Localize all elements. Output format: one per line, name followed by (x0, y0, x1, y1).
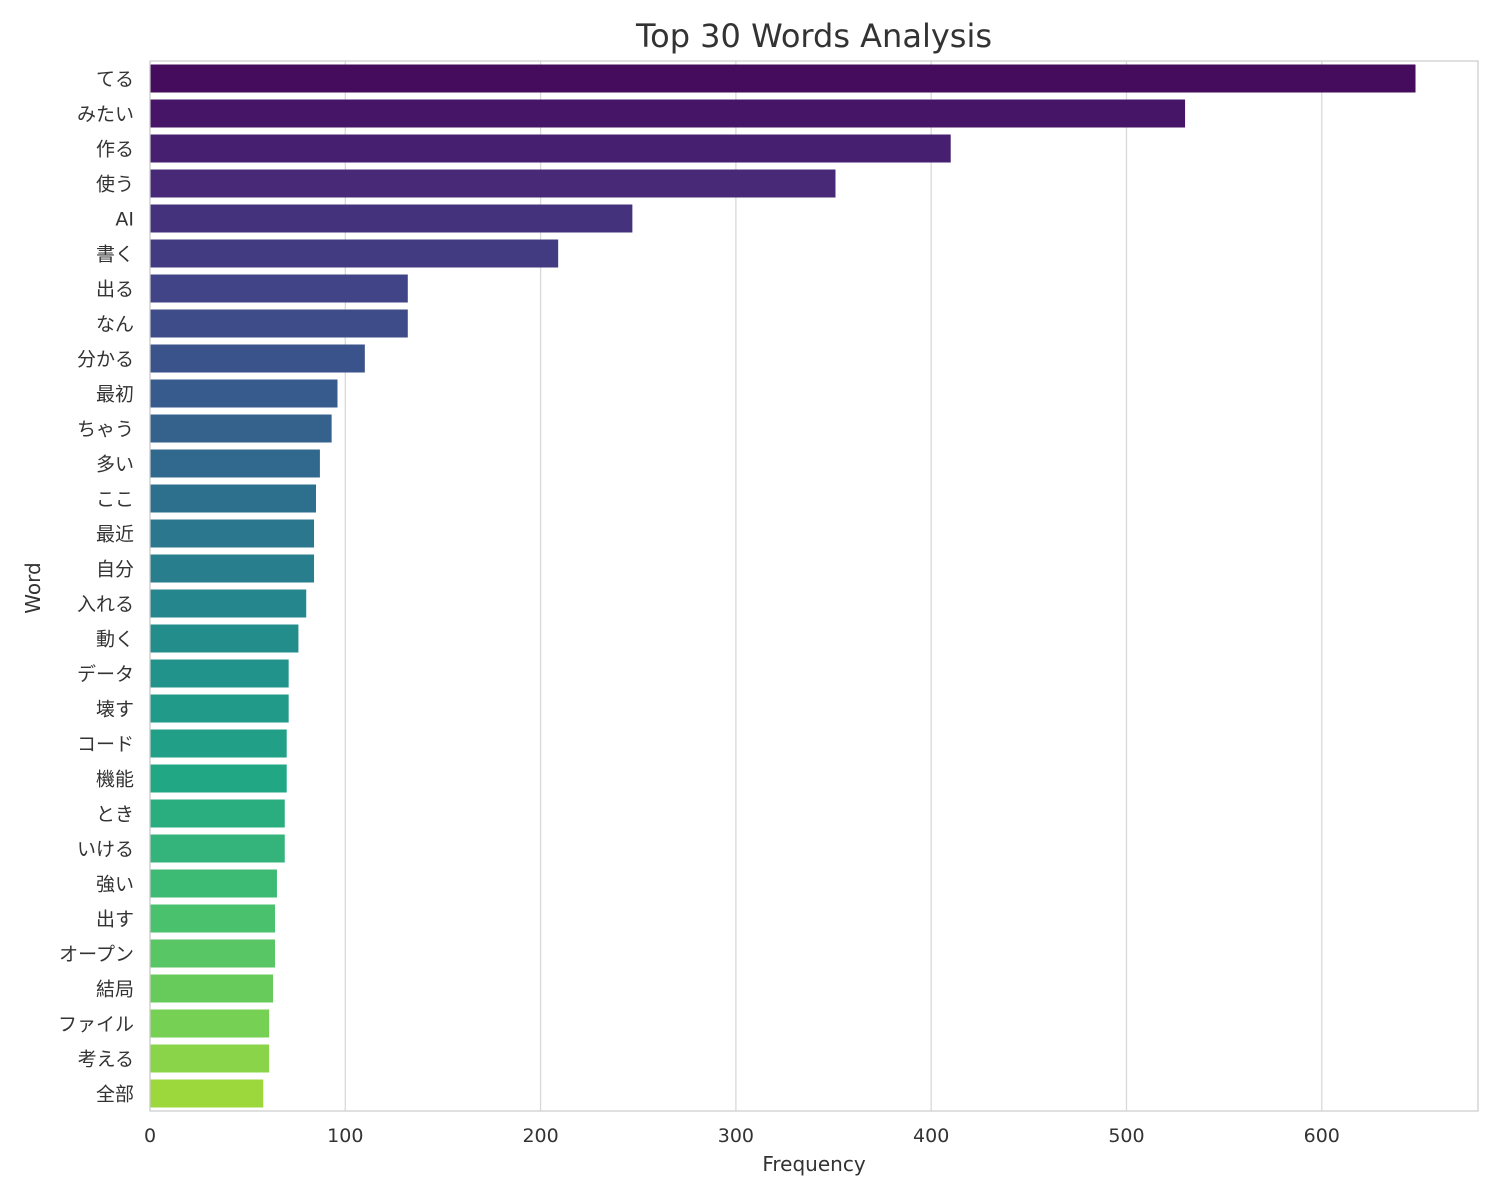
x-tick-label: 400 (913, 1125, 949, 1147)
y-tick-label: 最初 (96, 384, 134, 406)
bar (150, 1009, 270, 1038)
x-tick-label: 600 (1304, 1125, 1340, 1147)
y-tick-label: 入れる (77, 594, 134, 616)
bar (150, 379, 338, 408)
y-tick-label: ここ (96, 489, 134, 511)
x-tick-label: 100 (327, 1125, 363, 1147)
bar (150, 904, 275, 933)
bar (150, 1044, 270, 1073)
y-tick-label: てる (96, 69, 134, 91)
y-tick-label: 全部 (96, 1084, 134, 1106)
bar (150, 764, 287, 793)
bar (150, 589, 307, 618)
x-tick-label: 200 (522, 1125, 558, 1147)
x-tick-label: 500 (1108, 1125, 1144, 1147)
bar (150, 309, 408, 338)
y-tick-label: 考える (78, 1049, 134, 1071)
bar (150, 1079, 264, 1108)
y-tick-label: 機能 (96, 769, 134, 791)
y-tick-label: 分かる (77, 349, 134, 371)
bar (150, 694, 289, 723)
y-tick-label: 動く (96, 629, 134, 651)
bar (150, 414, 332, 443)
bar (150, 834, 285, 863)
y-tick-label: 出る (96, 279, 134, 301)
y-tick-label: 壊す (96, 699, 134, 721)
bar (150, 729, 287, 758)
y-tick-label: ちゃう (77, 419, 134, 441)
bar (150, 134, 951, 163)
y-tick-label: みたい (77, 104, 134, 126)
bar (150, 64, 1416, 93)
bar (150, 484, 316, 513)
y-tick-label: 自分 (96, 559, 134, 581)
bar (150, 169, 836, 198)
x-tick-label: 300 (718, 1125, 754, 1147)
y-axis-label: Word (21, 562, 45, 613)
bar (150, 204, 633, 233)
y-tick-label: 作る (96, 139, 134, 161)
x-axis-label: Frequency (762, 1152, 865, 1176)
y-tick-label: ファイル (58, 1014, 134, 1036)
y-tick-label: 結局 (96, 979, 134, 1001)
y-tick-label: データ (77, 664, 134, 686)
bar (150, 274, 408, 303)
y-tick-label: 多い (96, 454, 134, 476)
bar (150, 239, 559, 268)
bar (150, 344, 365, 373)
y-tick-label: 出す (96, 909, 134, 931)
y-tick-label: コード (77, 734, 134, 756)
y-tick-label: オープン (59, 944, 134, 966)
bar (150, 519, 315, 548)
x-tick-label: 0 (144, 1125, 156, 1147)
bar (150, 939, 275, 968)
bar (150, 554, 315, 583)
y-tick-label: なん (96, 314, 134, 336)
bar (150, 624, 299, 653)
y-tick-label: 最近 (96, 524, 134, 546)
plot-frame (149, 60, 1479, 1112)
y-tick-label: 使う (96, 174, 134, 196)
bar (150, 799, 285, 828)
y-tick-label: いける (77, 839, 134, 861)
bar (150, 659, 289, 688)
y-tick-label: 書く (96, 244, 134, 266)
bar (150, 449, 320, 478)
bar (150, 99, 1186, 128)
bar (150, 974, 274, 1003)
y-tick-label: AI (115, 209, 134, 231)
y-tick-label: 強い (96, 874, 134, 896)
chart-title: Top 30 Words Analysis (635, 17, 992, 55)
bar (150, 869, 277, 898)
y-tick-label: とき (96, 804, 134, 826)
